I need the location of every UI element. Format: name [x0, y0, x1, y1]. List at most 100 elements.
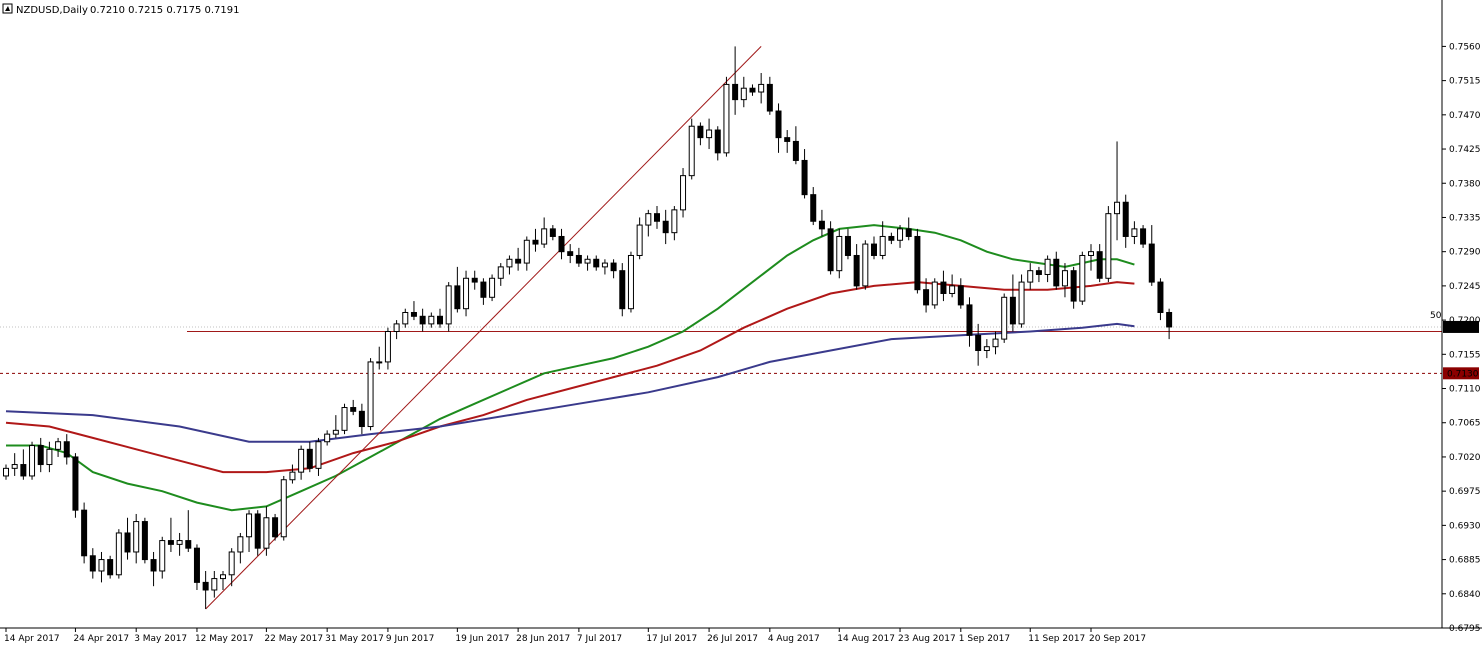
candle-body — [923, 289, 930, 306]
candle-body — [567, 251, 574, 256]
candles — [3, 46, 1173, 609]
candle-body — [280, 479, 287, 538]
candle — [63, 434, 70, 465]
x-tick-label: 12 May 2017 — [195, 634, 254, 644]
candle — [758, 73, 765, 104]
candle — [654, 206, 660, 229]
candle-body — [384, 331, 391, 363]
chart-header: NZDUSD,Daily 0.7210 0.7215 0.7175 0.7191 — [2, 3, 240, 16]
candle — [1166, 308, 1173, 340]
x-tick-label: 28 Jun 2017 — [516, 634, 570, 644]
candle — [1157, 278, 1164, 321]
candle-body — [263, 517, 270, 549]
candle-body — [133, 521, 140, 553]
candle — [949, 274, 956, 298]
candle-body — [706, 129, 713, 139]
candle — [879, 221, 886, 260]
x-tick-label: 22 May 2017 — [264, 634, 323, 644]
candle-body — [619, 270, 626, 310]
candle — [81, 502, 88, 564]
candle — [298, 445, 305, 480]
y-tick-label: 0.7470 — [1449, 111, 1481, 121]
candle-body — [775, 110, 782, 139]
candle-body — [740, 87, 747, 101]
candle — [740, 76, 747, 108]
candle-body — [1035, 270, 1042, 275]
candle — [1018, 274, 1025, 328]
candle — [55, 437, 62, 457]
candle — [897, 225, 904, 248]
candle-body — [827, 228, 834, 272]
candle — [923, 278, 930, 313]
fib-level-label: 50 — [1430, 311, 1442, 321]
price-label: 0.7191 — [1447, 323, 1479, 333]
candle — [1035, 266, 1042, 283]
candle — [515, 247, 522, 271]
candle-body — [306, 448, 313, 469]
candle — [211, 570, 218, 598]
candle — [332, 415, 339, 438]
x-tick-label: 17 Jul 2017 — [646, 634, 697, 644]
candle — [489, 274, 496, 302]
candle-body — [523, 239, 530, 264]
candle-body — [376, 361, 383, 364]
x-tick-label: 31 May 2017 — [325, 634, 384, 644]
candle-body — [1148, 243, 1155, 283]
y-tick-label: 0.7560 — [1449, 42, 1481, 52]
candle-body — [905, 228, 912, 237]
candle-body — [332, 429, 339, 435]
candle-body — [749, 87, 756, 93]
candle — [853, 244, 860, 290]
candle — [402, 308, 409, 328]
candle — [784, 130, 791, 153]
candle — [688, 118, 695, 180]
candle-body — [445, 285, 452, 325]
candle-body — [324, 433, 331, 443]
candle — [627, 251, 634, 313]
candle-body — [1018, 281, 1025, 325]
candle-body — [1096, 251, 1103, 279]
candle-body — [150, 559, 157, 572]
candle — [37, 437, 44, 473]
candle-body — [298, 448, 305, 473]
candle — [549, 225, 556, 241]
candle — [940, 270, 947, 302]
candle — [905, 217, 912, 241]
candle-body — [1061, 270, 1068, 287]
x-tick-label: 20 Sep 2017 — [1089, 634, 1146, 644]
candle-body — [810, 194, 817, 222]
candle — [1001, 293, 1008, 343]
candle-body — [141, 521, 148, 561]
candle-body — [723, 83, 730, 154]
candle — [141, 517, 148, 564]
candle — [1122, 194, 1129, 248]
candle-body — [228, 551, 235, 576]
candle-body — [575, 254, 582, 264]
candle-body — [115, 532, 122, 576]
candle-body — [1070, 270, 1077, 302]
candle — [315, 437, 322, 476]
candle — [584, 255, 591, 271]
candle — [1148, 225, 1155, 286]
candle-body — [801, 159, 808, 196]
candle — [567, 244, 574, 264]
candle — [176, 532, 183, 556]
x-tick-label: 24 Apr 2017 — [73, 634, 129, 644]
candle-body — [853, 254, 860, 287]
x-tick-label: 1 Sep 2017 — [959, 634, 1010, 644]
candle — [350, 399, 357, 416]
candle — [159, 536, 166, 579]
price-label: 0.7130 — [1447, 369, 1479, 379]
candle-body — [3, 467, 9, 477]
candle-body — [272, 517, 279, 538]
candle — [72, 453, 79, 518]
candle — [792, 126, 799, 165]
candle-body — [463, 277, 470, 310]
candle-body — [792, 140, 799, 161]
candle — [619, 263, 626, 317]
y-tick-label: 0.7290 — [1449, 248, 1481, 258]
candle-body — [897, 228, 904, 241]
candle — [1053, 251, 1060, 290]
